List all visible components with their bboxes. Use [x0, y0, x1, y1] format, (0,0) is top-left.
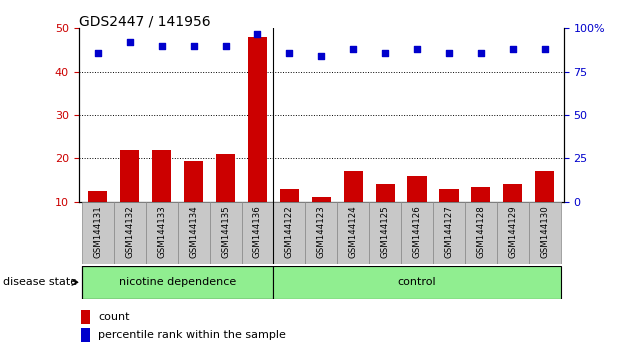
Bar [535, 171, 554, 202]
Bar [408, 176, 427, 202]
Text: GSM144126: GSM144126 [413, 205, 421, 258]
Text: nicotine dependence: nicotine dependence [119, 277, 236, 287]
Text: GSM144123: GSM144123 [317, 205, 326, 258]
Text: GSM144125: GSM144125 [381, 205, 389, 258]
Text: control: control [398, 277, 437, 287]
Bar [146, 202, 178, 264]
Point [540, 46, 550, 52]
Text: GSM144127: GSM144127 [444, 205, 454, 258]
Bar [369, 202, 401, 264]
Text: GSM144128: GSM144128 [476, 205, 485, 258]
Bar [152, 150, 171, 202]
Bar [280, 189, 299, 202]
Bar [178, 202, 210, 264]
Text: GSM144130: GSM144130 [540, 205, 549, 258]
Point [380, 50, 390, 56]
Bar [216, 154, 235, 202]
Text: GSM144124: GSM144124 [349, 205, 358, 258]
Bar [401, 202, 433, 264]
Bar [81, 328, 90, 342]
Text: GSM144122: GSM144122 [285, 205, 294, 258]
Bar [343, 171, 363, 202]
Bar [273, 266, 561, 299]
Bar [82, 266, 273, 299]
Bar [337, 202, 369, 264]
Bar [81, 310, 90, 324]
Bar [312, 198, 331, 202]
Text: GSM144136: GSM144136 [253, 205, 262, 258]
Bar [503, 184, 522, 202]
Bar [120, 150, 139, 202]
Bar [433, 202, 465, 264]
Text: percentile rank within the sample: percentile rank within the sample [98, 330, 286, 340]
Bar [88, 191, 108, 202]
Text: count: count [98, 312, 129, 322]
Point [188, 43, 198, 48]
Point [253, 31, 263, 36]
Bar [471, 187, 490, 202]
Bar [210, 202, 241, 264]
Point [125, 39, 135, 45]
Text: GSM144129: GSM144129 [508, 205, 517, 257]
Bar [114, 202, 146, 264]
Point [508, 46, 518, 52]
Bar [82, 202, 114, 264]
Bar [306, 202, 337, 264]
Text: disease state: disease state [3, 277, 77, 287]
Bar [497, 202, 529, 264]
Bar [184, 161, 203, 202]
Point [157, 43, 167, 48]
Point [220, 43, 231, 48]
Text: GSM144135: GSM144135 [221, 205, 230, 258]
Bar [273, 202, 306, 264]
Text: GSM144134: GSM144134 [189, 205, 198, 258]
Point [284, 50, 294, 56]
Point [316, 53, 326, 59]
Point [348, 46, 358, 52]
Text: GSM144132: GSM144132 [125, 205, 134, 258]
Point [93, 50, 103, 56]
Text: GSM144133: GSM144133 [158, 205, 166, 258]
Point [444, 50, 454, 56]
Point [412, 46, 422, 52]
Bar [375, 184, 395, 202]
Bar [241, 202, 273, 264]
Text: GDS2447 / 141956: GDS2447 / 141956 [79, 14, 210, 28]
Bar [248, 37, 267, 202]
Bar [529, 202, 561, 264]
Bar [465, 202, 497, 264]
Text: GSM144131: GSM144131 [93, 205, 103, 258]
Bar [439, 189, 459, 202]
Point [476, 50, 486, 56]
